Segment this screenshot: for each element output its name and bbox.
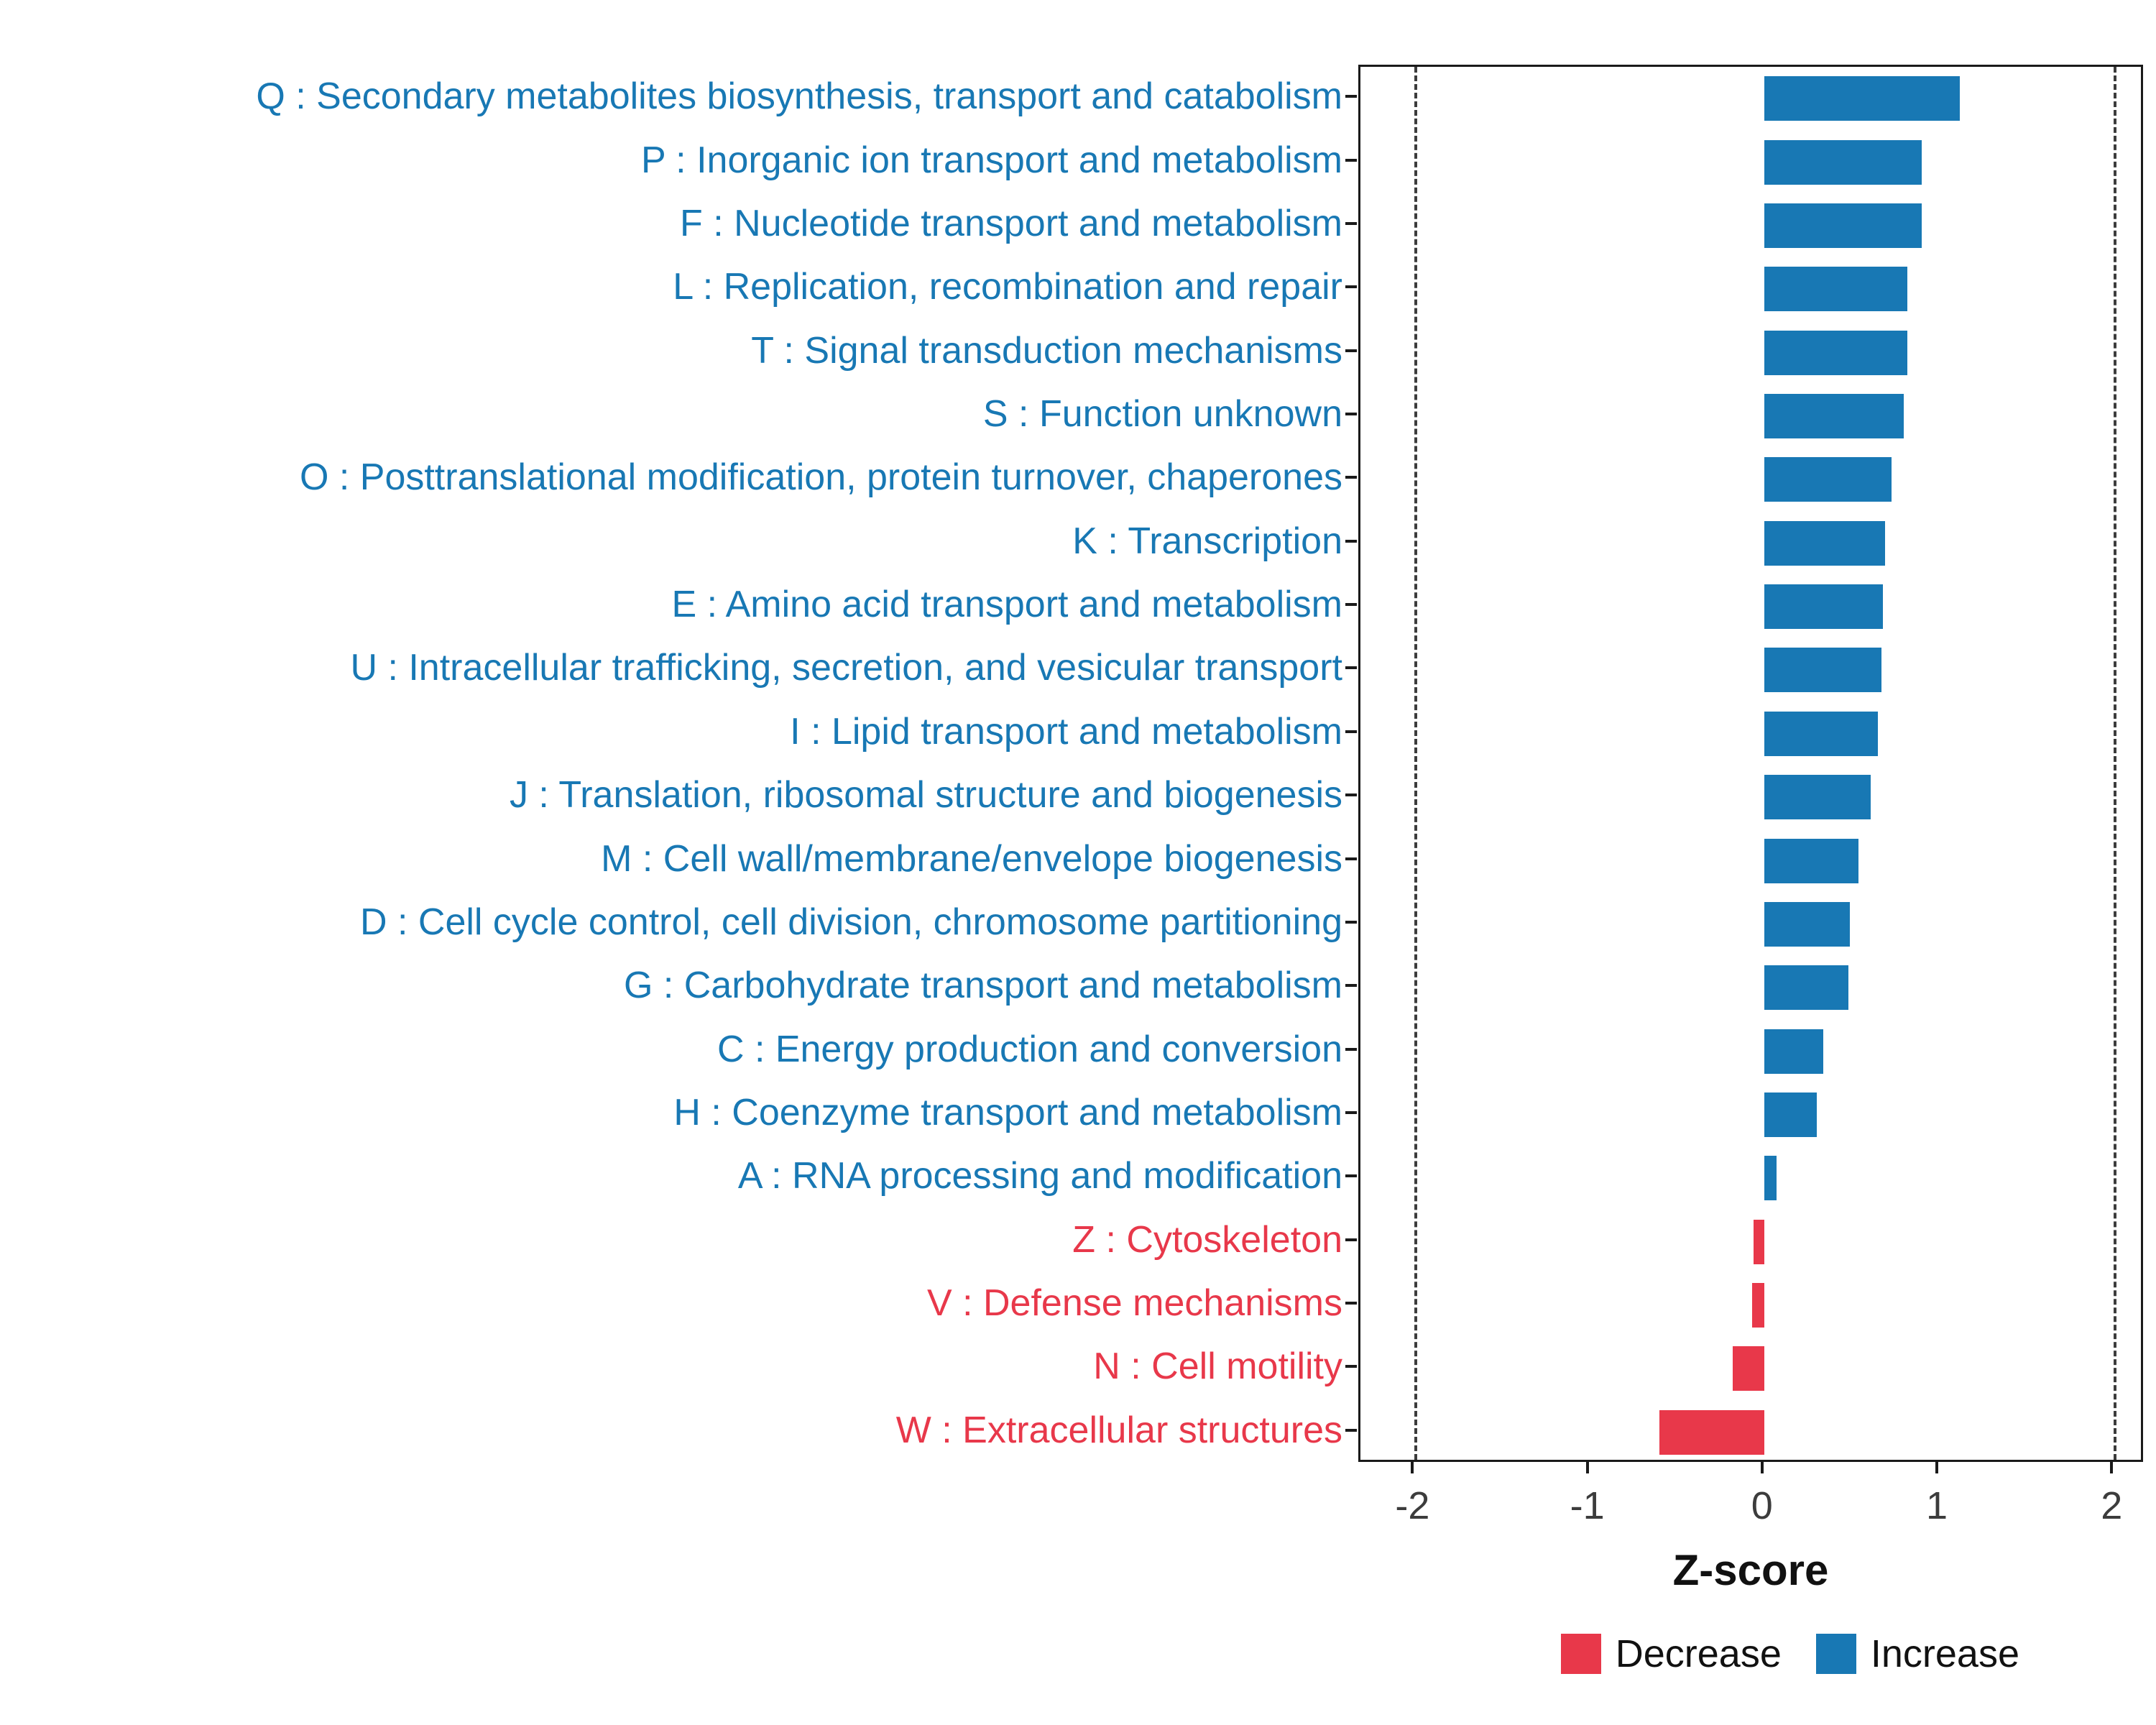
y-tick-C	[1345, 1047, 1357, 1051]
legend-item-increase: Increase	[1815, 1632, 2019, 1676]
y-tick-K	[1345, 539, 1357, 543]
category-label-O: O : Posttranslational modification, prot…	[299, 456, 1342, 499]
x-tick-label--1: -1	[1570, 1484, 1605, 1527]
y-tick-W	[1345, 1428, 1357, 1432]
category-label-H: H : Coenzyme transport and metabolism	[673, 1092, 1342, 1133]
y-tick-T	[1345, 349, 1357, 352]
y-tick-N	[1345, 1365, 1357, 1368]
category-label-P: P : Inorganic ion transport and metaboli…	[640, 139, 1342, 181]
y-tick-F	[1345, 221, 1357, 225]
category-label-C: C : Energy production and conversion	[717, 1028, 1342, 1070]
y-tick-U	[1345, 666, 1357, 670]
category-label-A: A : RNA processing and modification	[737, 1155, 1342, 1197]
category-label-L: L : Replication, recombination and repai…	[673, 266, 1342, 308]
bar-F	[1764, 203, 1922, 248]
bar-N	[1733, 1346, 1764, 1392]
category-label-N: N : Cell motility	[1093, 1346, 1342, 1388]
bar-K	[1764, 520, 1885, 566]
legend-item-decrease: Decrease	[1560, 1632, 1782, 1676]
category-label-W: W : Extracellular structures	[895, 1409, 1342, 1451]
category-label-F: F : Nucleotide transport and metabolism	[680, 202, 1342, 244]
category-label-T: T : Signal transduction mechanisms	[751, 329, 1342, 372]
x-tick--1	[1585, 1462, 1589, 1473]
bar-D	[1764, 901, 1850, 947]
category-label-G: G : Carbohydrate transport and metabolis…	[623, 965, 1342, 1007]
x-tick-label-2: 2	[2101, 1484, 2123, 1527]
legend-label-increase: Increase	[1870, 1632, 2019, 1675]
bar-J	[1764, 775, 1871, 820]
y-tick-Q	[1345, 95, 1357, 98]
category-label-M: M : Cell wall/membrane/envelope biogenes…	[601, 837, 1342, 880]
reference-line--2	[1414, 67, 1418, 1460]
x-tick-2	[2110, 1462, 2114, 1473]
bar-Q	[1764, 76, 1961, 121]
bar-C	[1764, 1029, 1824, 1074]
x-tick-0	[1760, 1462, 1764, 1473]
x-tick-1	[1935, 1462, 1939, 1473]
y-tick-G	[1345, 984, 1357, 988]
bar-O	[1764, 457, 1892, 502]
plot-panel	[1358, 65, 2143, 1462]
category-label-K: K : Transcription	[1072, 520, 1342, 562]
category-label-S: S : Function unknown	[982, 393, 1342, 435]
y-tick-M	[1345, 857, 1357, 860]
y-tick-E	[1345, 603, 1357, 607]
y-tick-J	[1345, 794, 1357, 797]
bar-L	[1764, 267, 1908, 312]
x-axis-title: Z-score	[1672, 1546, 1829, 1594]
bar-P	[1764, 139, 1922, 185]
y-tick-A	[1345, 1174, 1357, 1178]
x-tick-label-0: 0	[1751, 1484, 1773, 1527]
category-label-D: D : Cell cycle control, cell division, c…	[360, 901, 1342, 943]
y-tick-Z	[1345, 1238, 1357, 1241]
increase-swatch	[1815, 1634, 1856, 1674]
y-tick-I	[1345, 730, 1357, 733]
x-tick--2	[1411, 1462, 1414, 1473]
y-tick-L	[1345, 285, 1357, 289]
y-tick-V	[1345, 1302, 1357, 1305]
y-tick-S	[1345, 413, 1357, 415]
x-tick-label--2: -2	[1395, 1484, 1430, 1527]
x-tick-label-1: 1	[1925, 1484, 1948, 1527]
y-tick-O	[1345, 476, 1357, 479]
reference-line-2	[2114, 67, 2117, 1460]
legend: Decrease Increase	[1560, 1632, 2019, 1676]
category-label-J: J : Translation, ribosomal structure and…	[509, 774, 1342, 816]
category-label-V: V : Defense mechanisms	[926, 1282, 1342, 1325]
y-tick-D	[1345, 920, 1357, 924]
bar-V	[1751, 1283, 1764, 1328]
y-tick-P	[1345, 158, 1357, 162]
bar-G	[1764, 965, 1848, 1011]
category-label-Z: Z : Cytoskeleton	[1072, 1218, 1342, 1261]
decrease-swatch	[1560, 1634, 1601, 1674]
legend-label-decrease: Decrease	[1615, 1632, 1782, 1675]
bar-I	[1764, 711, 1878, 756]
bar-S	[1764, 394, 1904, 438]
bar-M	[1764, 838, 1859, 883]
bar-Z	[1754, 1219, 1764, 1264]
bar-U	[1764, 648, 1881, 693]
category-label-U: U : Intracellular trafficking, secretion…	[350, 647, 1342, 689]
bar-H	[1764, 1092, 1817, 1137]
bar-W	[1659, 1409, 1764, 1455]
bar-T	[1764, 330, 1908, 375]
bar-E	[1764, 584, 1884, 630]
category-label-E: E : Amino acid transport and metabolism	[671, 584, 1342, 626]
bar-A	[1764, 1156, 1777, 1201]
category-label-I: I : Lipid transport and metabolism	[790, 710, 1342, 753]
category-label-Q: Q : Secondary metabolites biosynthesis, …	[256, 75, 1342, 118]
y-tick-H	[1345, 1111, 1357, 1114]
